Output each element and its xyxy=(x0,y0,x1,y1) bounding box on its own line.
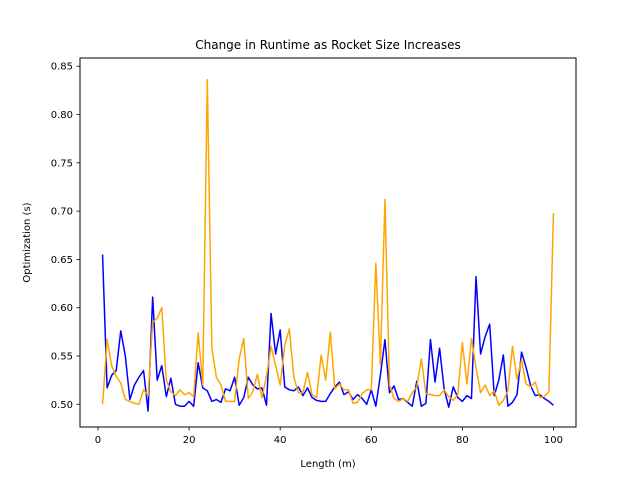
x-axis-ticks: 0 20 40 60 80 100 xyxy=(95,427,563,446)
y-tick-label: 0.70 xyxy=(51,207,73,218)
plot-series xyxy=(101,78,555,412)
y-tick-label: 0.80 xyxy=(51,110,73,121)
x-axis-label: Length (m) xyxy=(300,459,355,470)
x-tick-label: 100 xyxy=(544,435,563,446)
x-tick-label: 60 xyxy=(365,435,378,446)
y-tick-label: 0.60 xyxy=(51,303,73,314)
y-tick-label: 0.75 xyxy=(51,158,73,169)
x-tick-label: 0 xyxy=(95,435,101,446)
y-axis-label: Optimization (s) xyxy=(22,202,33,282)
x-tick-label: 20 xyxy=(183,435,196,446)
series-line-2 xyxy=(101,78,555,407)
y-tick-label: 0.50 xyxy=(51,400,73,411)
x-tick-label: 80 xyxy=(456,435,469,446)
y-tick-label: 0.85 xyxy=(51,62,73,73)
y-axis-ticks: 0.50 0.55 0.60 0.65 0.70 0.75 0.80 0.85 xyxy=(51,62,80,411)
plot-frame xyxy=(79,57,577,428)
chart-title: Change in Runtime as Rocket Size Increas… xyxy=(195,38,461,52)
x-tick-label: 40 xyxy=(274,435,287,446)
y-tick-label: 0.55 xyxy=(51,352,73,363)
y-tick-label: 0.65 xyxy=(51,255,73,266)
series-line-1 xyxy=(101,254,554,412)
